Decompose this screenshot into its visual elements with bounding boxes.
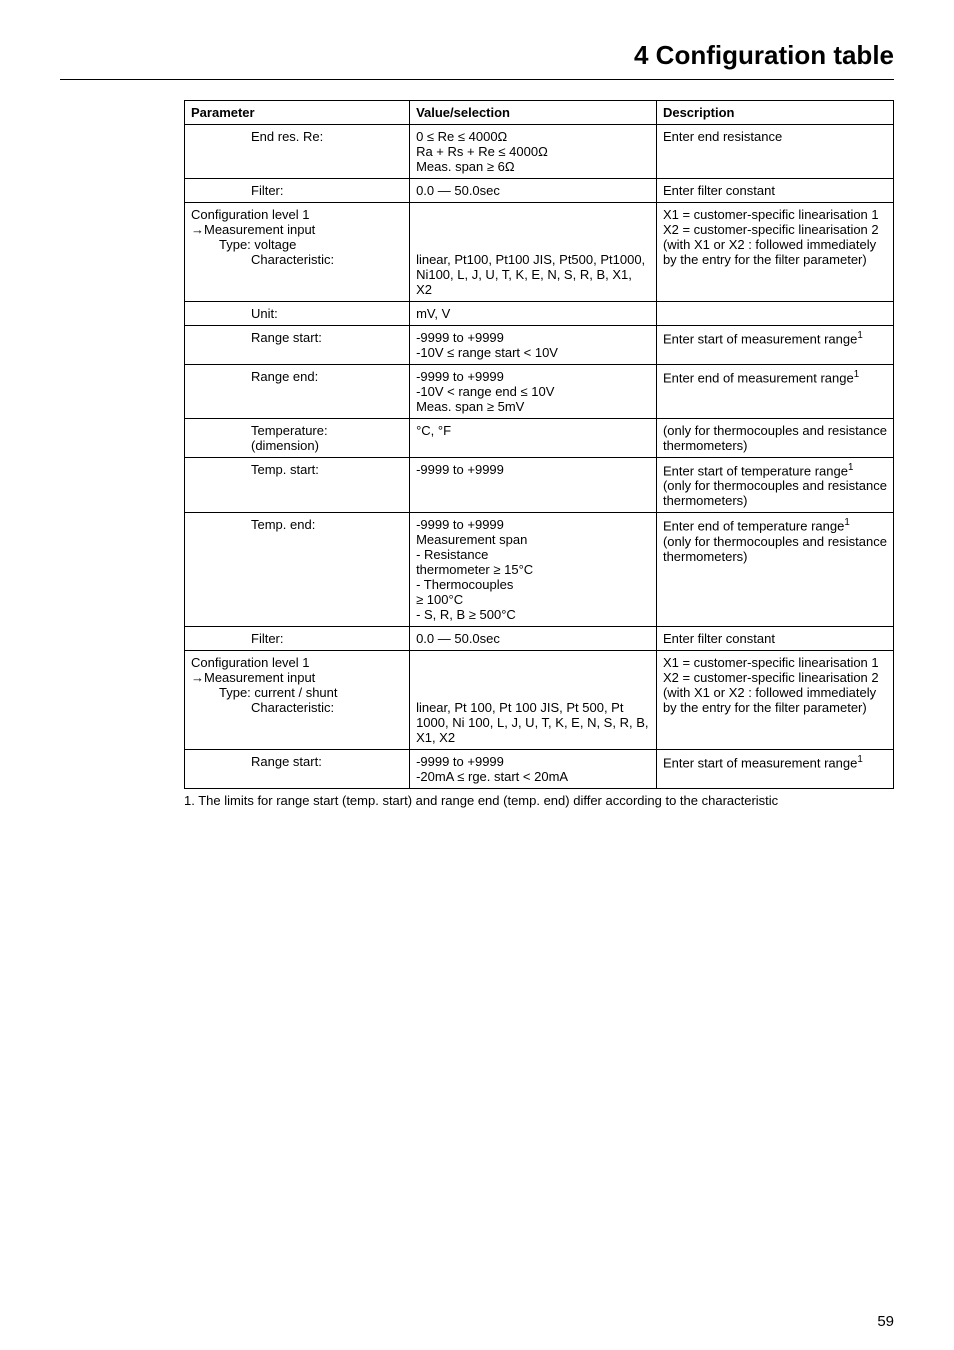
- cell-parameter: Configuration level 1Measurement inputTy…: [185, 203, 410, 302]
- cell-parameter: Range start:: [185, 326, 410, 365]
- cell-description: Enter start of temperature range1(only f…: [656, 458, 893, 513]
- cell-description: (only for thermocouples and resistance t…: [656, 419, 893, 458]
- table-row: Temp. end:-9999 to +9999 Measurement spa…: [185, 513, 894, 627]
- cell-parameter: Temperature: (dimension): [185, 419, 410, 458]
- cell-value: -9999 to +9999 -20mA ≤ rge. start < 20mA: [410, 750, 657, 789]
- arrow-icon: [191, 222, 204, 237]
- table-row: Configuration level 1Measurement inputTy…: [185, 651, 894, 750]
- table-row: Range start:-9999 to +9999 -20mA ≤ rge. …: [185, 750, 894, 789]
- table-row: Range end:-9999 to +9999 -10V < range en…: [185, 365, 894, 419]
- header-description: Description: [656, 101, 893, 125]
- configuration-table: Parameter Value/selection Description En…: [184, 100, 894, 789]
- cell-parameter: Range end:: [185, 365, 410, 419]
- cell-parameter: Range start:: [185, 750, 410, 789]
- cell-value: 0.0 — 50.0sec: [410, 627, 657, 651]
- table-row: Temperature: (dimension)°C, °F(only for …: [185, 419, 894, 458]
- cell-description: X1 = customer-specific linearisation 1 X…: [656, 203, 893, 302]
- cell-parameter: Unit:: [185, 302, 410, 326]
- cell-description: Enter start of measurement range1: [656, 326, 893, 365]
- cell-parameter: End res. Re:: [185, 125, 410, 179]
- chapter-header: 4 Configuration table: [60, 40, 894, 80]
- table-row: Temp. start:-9999 to +9999Enter start of…: [185, 458, 894, 513]
- cell-description: Enter end resistance: [656, 125, 893, 179]
- cell-description: Enter filter constant: [656, 627, 893, 651]
- cell-description: Enter end of temperature range1(only for…: [656, 513, 893, 627]
- page-number: 59: [877, 1313, 894, 1330]
- table-row: Filter:0.0 — 50.0secEnter filter constan…: [185, 179, 894, 203]
- arrow-icon: [191, 670, 204, 685]
- cell-parameter: Filter:: [185, 627, 410, 651]
- cell-value: -9999 to +9999 -10V ≤ range start < 10V: [410, 326, 657, 365]
- cell-value: linear, Pt 100, Pt 100 JIS, Pt 500, Pt 1…: [410, 651, 657, 750]
- cell-value: °C, °F: [410, 419, 657, 458]
- cell-value: linear, Pt100, Pt100 JIS, Pt500, Pt1000,…: [410, 203, 657, 302]
- chapter-title: 4 Configuration table: [60, 40, 894, 71]
- cell-parameter: Temp. start:: [185, 458, 410, 513]
- cell-value: 0 ≤ Re ≤ 4000Ω Ra + Rs + Re ≤ 4000Ω Meas…: [410, 125, 657, 179]
- cell-description: Enter filter constant: [656, 179, 893, 203]
- header-value: Value/selection: [410, 101, 657, 125]
- table-row: Filter:0.0 — 50.0secEnter filter constan…: [185, 627, 894, 651]
- cell-value: 0.0 — 50.0sec: [410, 179, 657, 203]
- footnote: 1. The limits for range start (temp. sta…: [184, 793, 894, 808]
- cell-description: [656, 302, 893, 326]
- cell-value: -9999 to +9999 Measurement span - Resist…: [410, 513, 657, 627]
- table-row: End res. Re:0 ≤ Re ≤ 4000Ω Ra + Rs + Re …: [185, 125, 894, 179]
- cell-parameter: Temp. end:: [185, 513, 410, 627]
- cell-value: -9999 to +9999 -10V < range end ≤ 10V Me…: [410, 365, 657, 419]
- cell-description: X1 = customer-specific linearisation 1 X…: [656, 651, 893, 750]
- cell-value: -9999 to +9999: [410, 458, 657, 513]
- table-row: Unit:mV, V: [185, 302, 894, 326]
- table-row: Range start:-9999 to +9999 -10V ≤ range …: [185, 326, 894, 365]
- table-row: Configuration level 1Measurement inputTy…: [185, 203, 894, 302]
- cell-description: Enter end of measurement range1: [656, 365, 893, 419]
- cell-parameter: Configuration level 1Measurement inputTy…: [185, 651, 410, 750]
- header-parameter: Parameter: [185, 101, 410, 125]
- cell-parameter: Filter:: [185, 179, 410, 203]
- cell-description: Enter start of measurement range1: [656, 750, 893, 789]
- cell-value: mV, V: [410, 302, 657, 326]
